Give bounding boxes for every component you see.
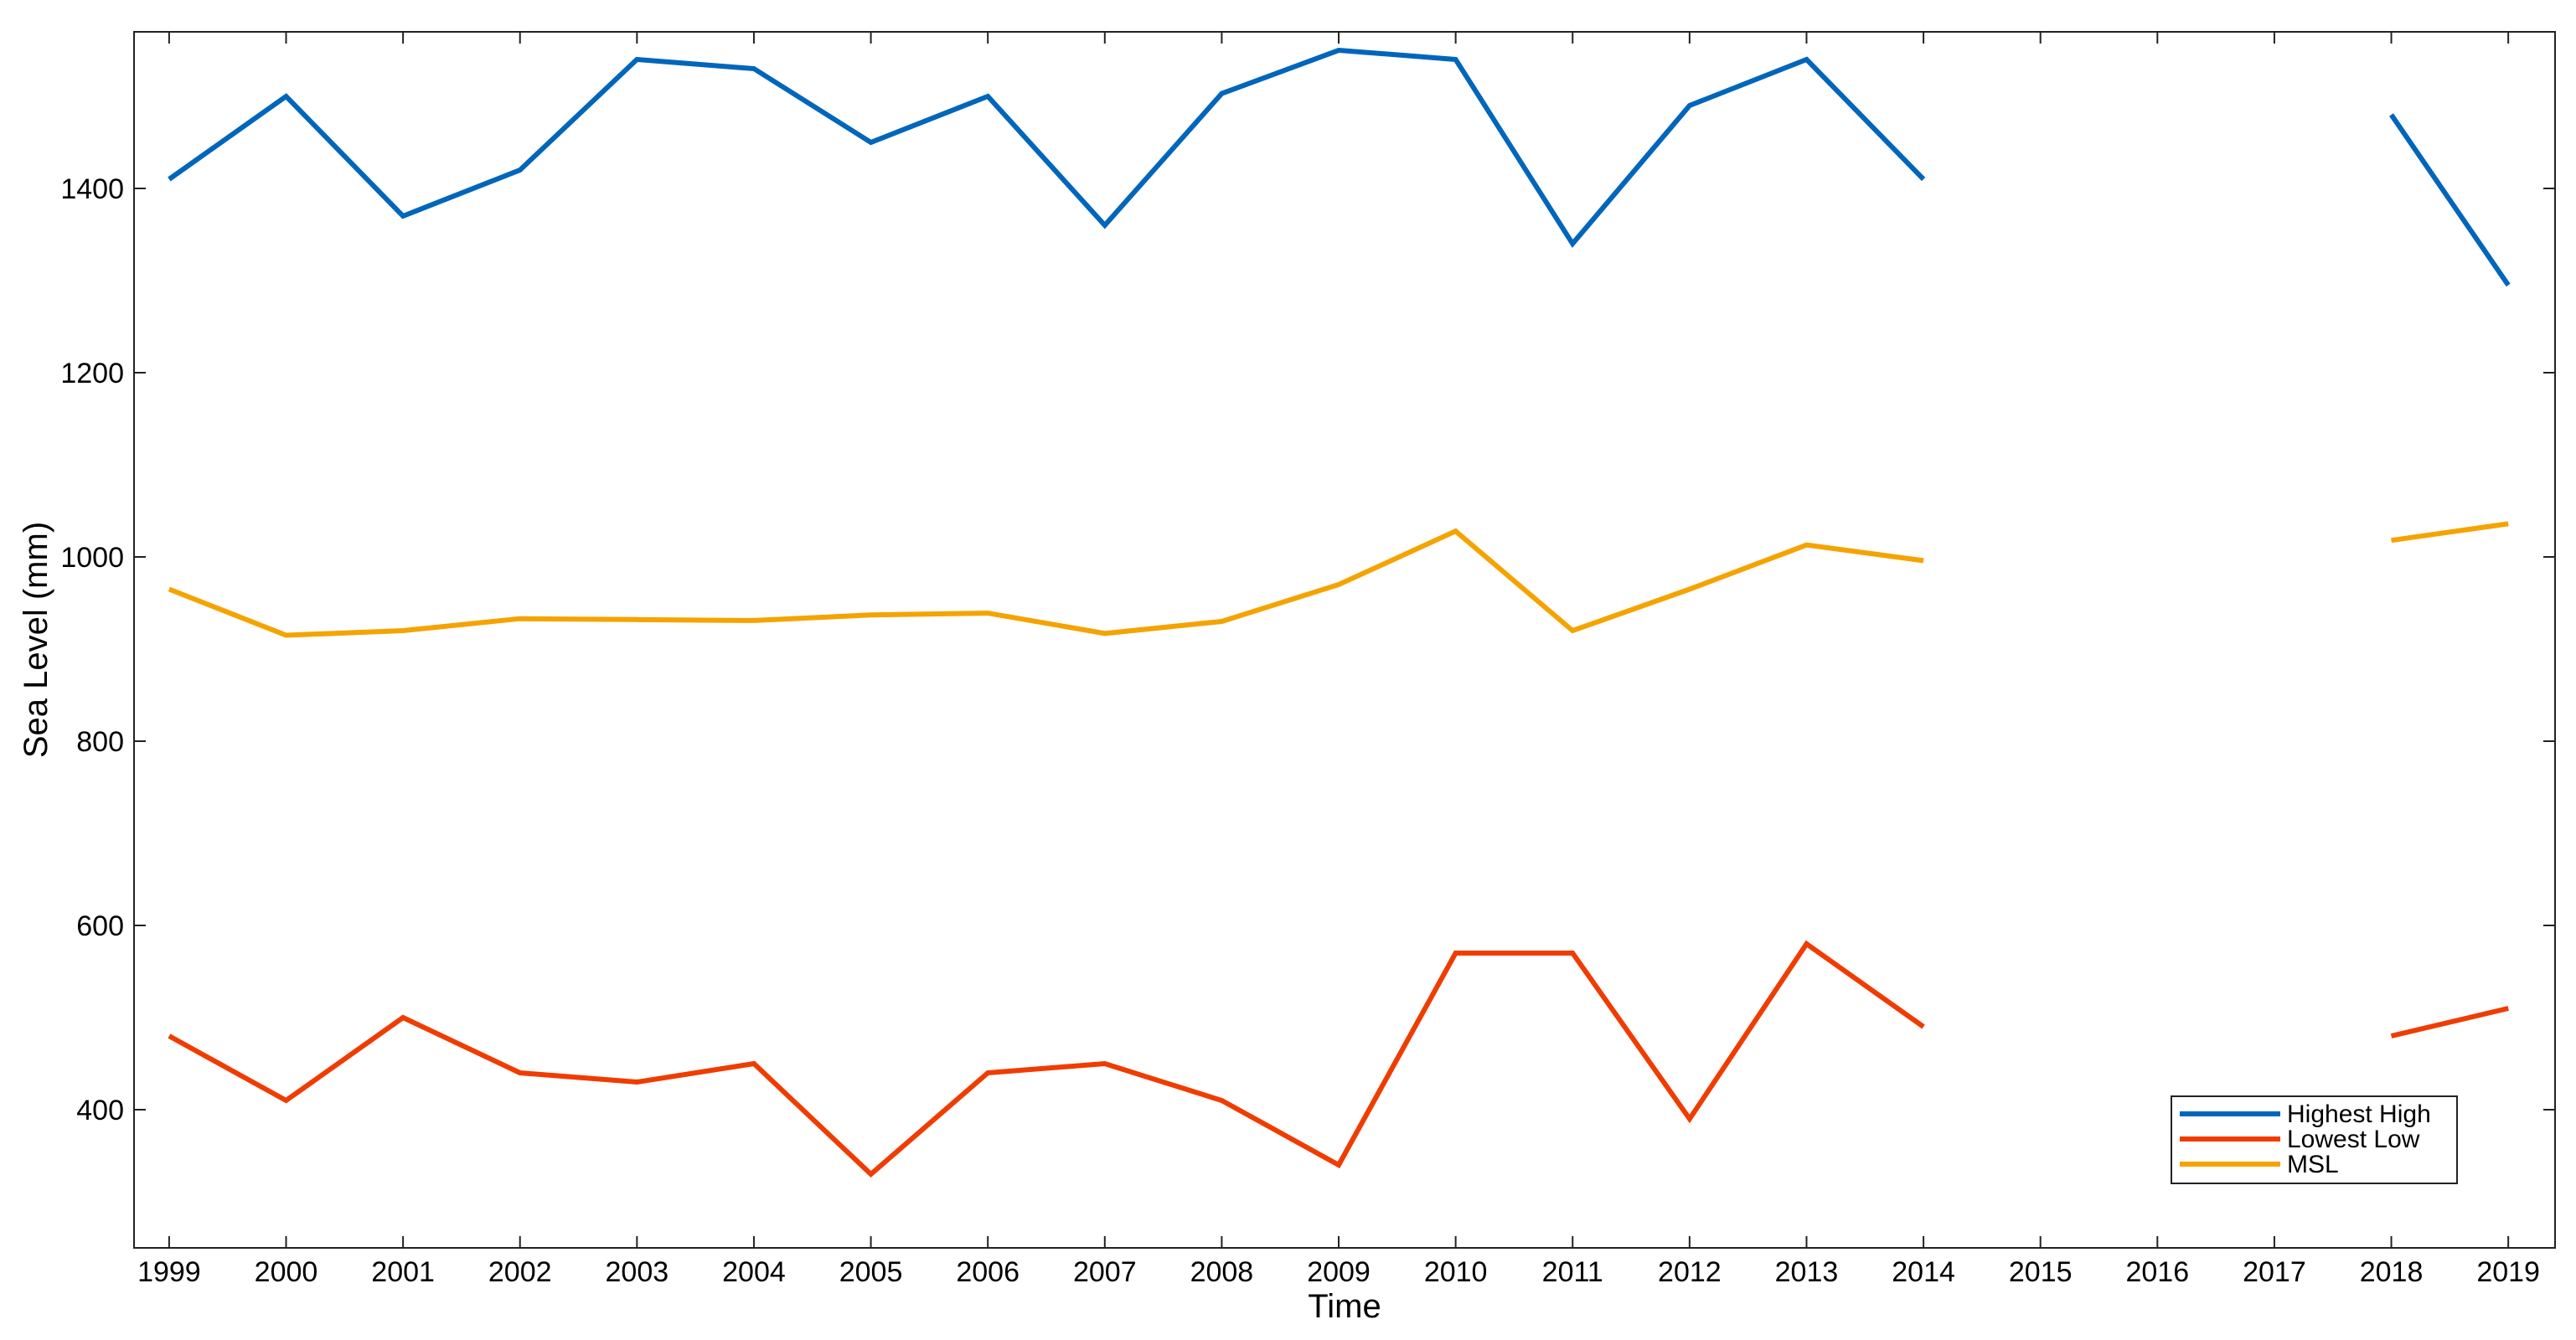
y-tick-label: 1200 xyxy=(60,358,124,389)
y-axis: 400 600 800 1000 1200 1400 xyxy=(60,173,2555,1126)
x-tick-label: 2012 xyxy=(1658,1256,1722,1288)
x-tick-label: 2008 xyxy=(1190,1256,1254,1288)
x-tick-label: 2003 xyxy=(606,1256,669,1288)
x-tick-label: 2019 xyxy=(2476,1256,2540,1288)
legend-label-lowest-low: Lowest Low xyxy=(2287,1126,2420,1153)
legend-label-highest-high: Highest High xyxy=(2287,1100,2431,1128)
x-tick-label: 2009 xyxy=(1307,1256,1371,1288)
x-tick-label: 2011 xyxy=(1542,1256,1603,1288)
x-tick-label: 2007 xyxy=(1073,1256,1137,1288)
x-axis-label: Time xyxy=(1308,1288,1381,1325)
x-tick-label: 2004 xyxy=(722,1256,786,1288)
series-line-highest-high xyxy=(168,47,1926,249)
x-tick-label: 2010 xyxy=(1424,1256,1488,1288)
x-tick-label: 2016 xyxy=(2125,1256,2189,1288)
series-lines xyxy=(168,47,2511,1178)
x-tick-label: 2013 xyxy=(1775,1256,1839,1288)
legend-label-msl: MSL xyxy=(2287,1151,2339,1178)
x-tick-label: 2014 xyxy=(1892,1256,1955,1288)
x-tick-label: 2000 xyxy=(255,1256,318,1288)
series-line-msl xyxy=(168,528,1924,638)
series-line-lowest-low xyxy=(2390,1006,2509,1038)
y-axis-label: Sea Level (mm) xyxy=(18,522,54,758)
x-tick-label: 2005 xyxy=(839,1256,903,1288)
series-line-highest-high xyxy=(2389,113,2511,287)
y-tick-label: 1000 xyxy=(60,542,124,574)
x-tick-label: 2002 xyxy=(488,1256,552,1288)
x-tick-label: 2006 xyxy=(956,1256,1020,1288)
series-line-lowest-low xyxy=(168,940,1925,1178)
series-line-msl xyxy=(2391,521,2509,544)
plot-area xyxy=(133,31,2556,1249)
x-tick-label: 2017 xyxy=(2243,1256,2306,1288)
y-tick-label: 600 xyxy=(76,910,124,942)
x-tick-label: 2001 xyxy=(371,1256,435,1288)
y-tick-label: 400 xyxy=(76,1095,124,1126)
x-tick-label: 1999 xyxy=(137,1256,201,1288)
x-tick-label: 2015 xyxy=(2009,1256,2073,1288)
y-tick-label: 1400 xyxy=(60,173,124,205)
y-tick-label: 800 xyxy=(76,726,124,758)
x-tick-label: 2018 xyxy=(2360,1256,2424,1288)
x-axis: 1999 2000 2001 2002 2003 2004 2005 2006 2007 2008… xyxy=(137,32,2540,1288)
